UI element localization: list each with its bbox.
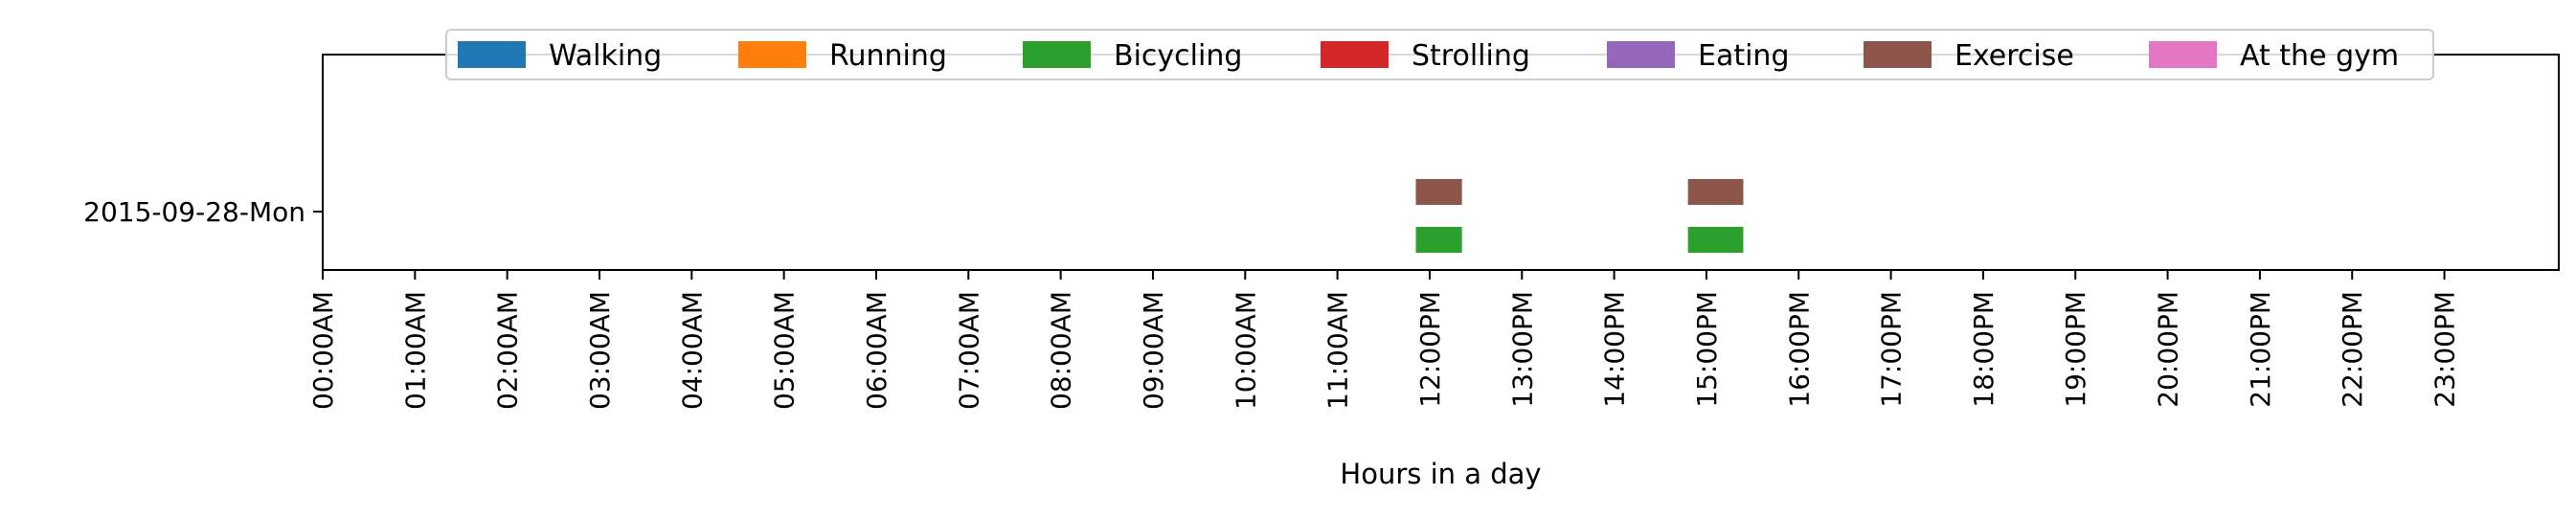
x-tick-label: 12:00PM — [1414, 291, 1446, 408]
x-tick-label: 04:00AM — [676, 291, 708, 410]
y-tick-label: 2015-09-28-Mon — [83, 196, 305, 228]
x-tick-label: 23:00PM — [2429, 291, 2461, 408]
legend-label-at-the-gym: At the gym — [2240, 39, 2399, 73]
bar-bicycling-2 — [1687, 227, 1744, 253]
x-tick-label: 02:00AM — [492, 291, 524, 410]
bar-exercise-2 — [1687, 179, 1744, 205]
legend-swatch-exercise — [1864, 41, 1932, 68]
legend-box — [445, 29, 2434, 80]
x-tick-label: 01:00AM — [399, 291, 431, 410]
x-tick-label: 09:00AM — [1138, 291, 1169, 410]
legend-swatch-strolling — [1321, 41, 1389, 68]
x-tick-label: 00:00AM — [307, 291, 339, 410]
legend-swatch-eating — [1607, 41, 1675, 68]
x-tick-label: 15:00PM — [1691, 291, 1723, 408]
x-tick-label: 17:00PM — [1876, 291, 1908, 408]
bar-exercise-1 — [1415, 179, 1462, 205]
legend-swatch-at-the-gym — [2149, 41, 2217, 68]
x-tick-label: 05:00AM — [769, 291, 801, 410]
x-tick-label: 18:00PM — [1968, 291, 2000, 408]
y-axis: 2015-09-28-Mon — [83, 196, 323, 228]
x-tick-label: 19:00PM — [2060, 291, 2091, 408]
legend-label-running: Running — [829, 39, 947, 73]
x-tick-label: 16:00PM — [1783, 291, 1815, 408]
legend-swatch-running — [738, 41, 806, 68]
x-tick-label: 14:00PM — [1599, 291, 1631, 408]
legend-swatch-bicycling — [1023, 41, 1091, 68]
x-tick-label: 07:00AM — [953, 291, 984, 410]
x-tick-label: 10:00AM — [1230, 291, 1261, 410]
x-tick-label: 20:00PM — [2153, 291, 2184, 408]
legend-swatch-walking — [458, 41, 526, 68]
x-tick-label: 03:00AM — [584, 291, 616, 410]
legend: Walking Running Bicycling Strolling Eating Ex… — [445, 29, 2434, 80]
x-tick-label: 08:00AM — [1046, 291, 1077, 410]
legend-label-eating: Eating — [1698, 39, 1790, 73]
x-tick-label: 13:00PM — [1506, 291, 1538, 408]
x-axis: 00:00AM 01:00AM 02:00AM 03:00AM 04:00AM 05:00… — [307, 270, 2461, 410]
x-tick-label: 22:00PM — [2337, 291, 2368, 408]
x-axis-label: Hours in a day — [1340, 458, 1541, 490]
x-tick-label: 11:00AM — [1322, 291, 1354, 410]
x-tick-label: 21:00PM — [2245, 291, 2276, 408]
legend-label-exercise: Exercise — [1955, 39, 2074, 73]
legend-label-strolling: Strolling — [1412, 39, 1530, 73]
legend-label-bicycling: Bicycling — [1114, 39, 1242, 73]
legend-label-walking: Walking — [549, 39, 662, 73]
bar-bicycling-1 — [1415, 227, 1462, 253]
x-tick-label: 06:00AM — [861, 291, 893, 410]
